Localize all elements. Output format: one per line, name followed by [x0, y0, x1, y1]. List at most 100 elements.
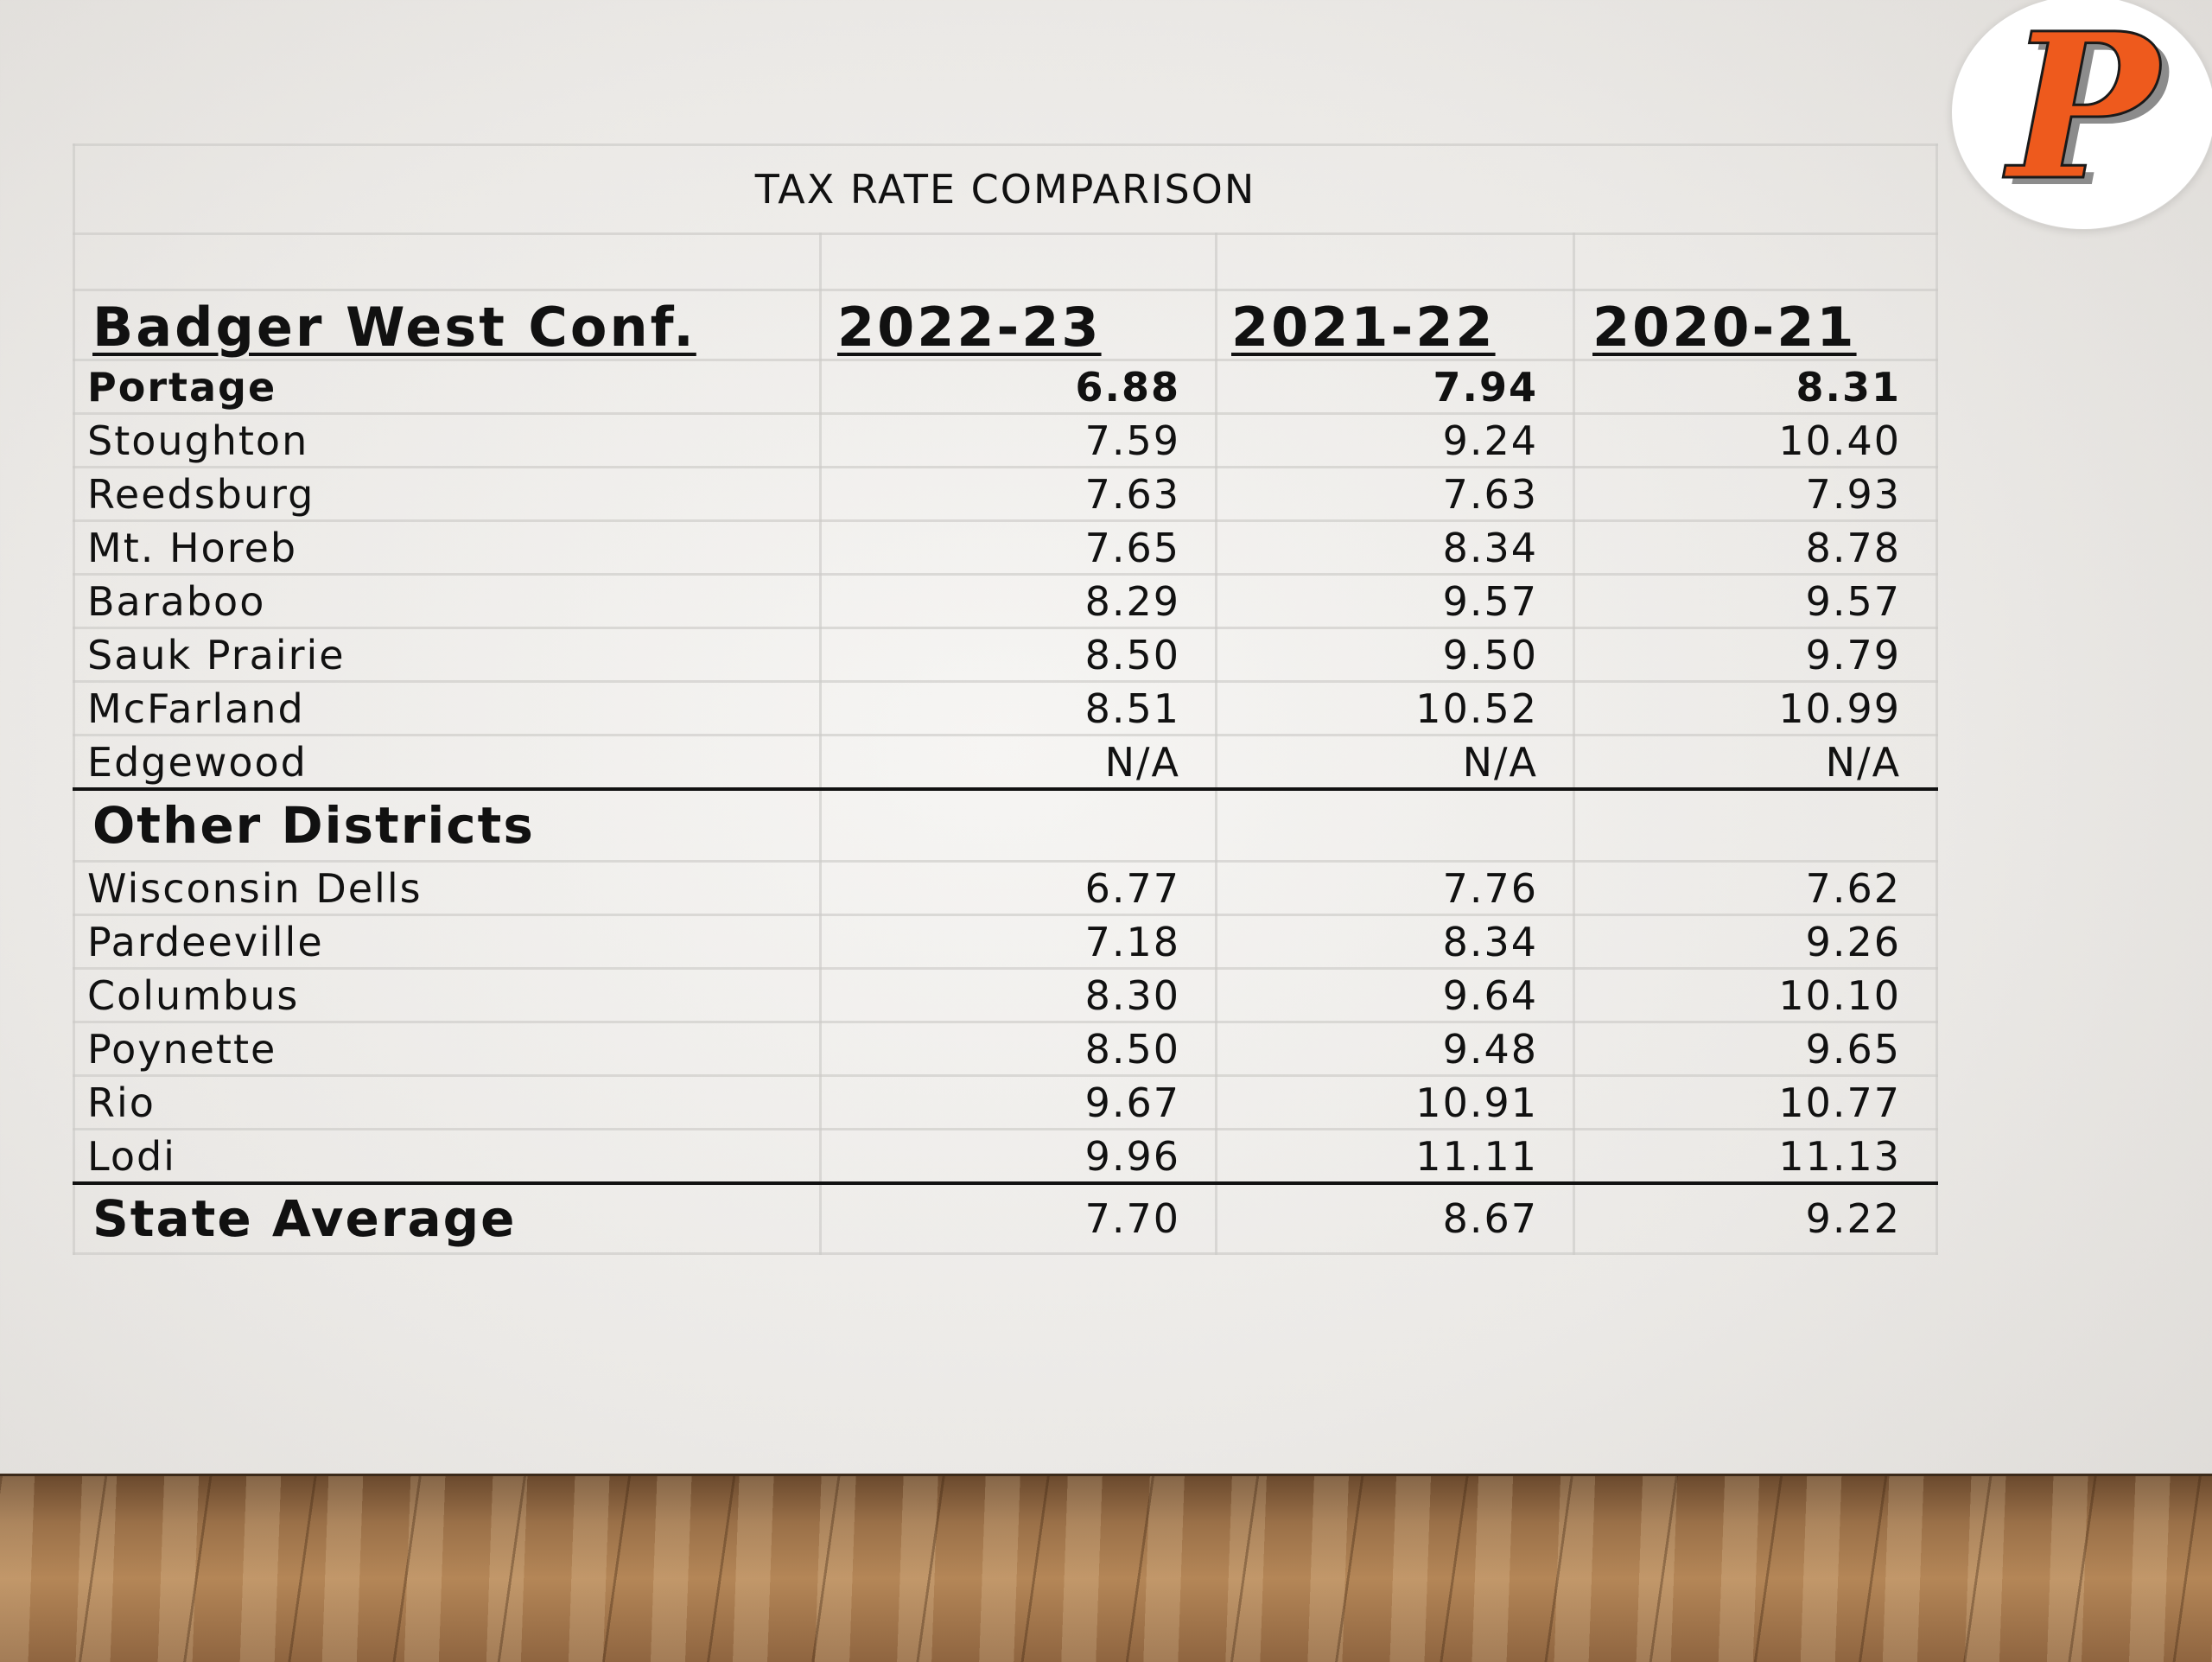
district-name: McFarland	[73, 680, 822, 736]
rate-2022-23: 7.65	[819, 519, 1217, 576]
header-year-2: 2021-22	[1215, 289, 1575, 361]
district-name: Sauk Prairie	[73, 627, 822, 683]
table-row: McFarland 8.51 10.52 10.99	[73, 680, 1939, 736]
rate-2021-22: 11.11	[1215, 1128, 1575, 1185]
table-row: Poynette 8.50 9.48 9.65	[73, 1021, 1939, 1077]
school-logo: P P	[1951, 0, 2212, 230]
district-name: Lodi	[73, 1128, 822, 1185]
rate-2022-23: 9.96	[819, 1128, 1217, 1185]
blank-cell	[1572, 787, 1939, 863]
rate-2022-23: 8.50	[819, 627, 1217, 683]
rate-2021-22: 7.63	[1215, 466, 1575, 522]
rate-2021-22: 9.24	[1215, 412, 1575, 468]
rate-2020-21: 8.78	[1572, 519, 1939, 576]
district-name: Poynette	[73, 1021, 822, 1077]
rate-2022-23: 8.30	[819, 967, 1217, 1023]
header-row: Badger West Conf. 2022-23 2021-22 2020-2…	[73, 289, 1939, 361]
table-row: Stoughton 7.59 9.24 10.40	[73, 412, 1939, 468]
p-logo-icon: P P	[2001, 0, 2172, 229]
table-row: Wisconsin Dells 6.77 7.76 7.62	[73, 860, 1939, 916]
rate-2021-22: 10.52	[1215, 680, 1575, 736]
table-row: Lodi 9.96 11.11 11.13	[73, 1128, 1939, 1185]
header-year-1: 2022-23	[819, 289, 1217, 361]
table-row: Edgewood N/A N/A N/A	[73, 734, 1939, 791]
blank-row	[73, 232, 1939, 291]
table-row: Columbus 8.30 9.64 10.10	[73, 967, 1939, 1023]
rate-2022-23: 8.29	[819, 573, 1217, 629]
table-row: Baraboo 8.29 9.57 9.57	[73, 573, 1939, 629]
tax-rate-table: TAX RATE COMPARISON Badger West Conf. 20…	[72, 143, 1939, 1255]
blank-cell	[819, 232, 1217, 291]
rate-2020-21: 8.31	[1572, 359, 1939, 415]
rate-2022-23: 6.88	[819, 359, 1217, 415]
blank-cell	[819, 787, 1217, 863]
logo-letter: P	[2003, 0, 2164, 225]
district-name: Portage	[73, 359, 822, 415]
district-name: Rio	[73, 1074, 822, 1130]
district-name: Edgewood	[73, 734, 822, 791]
table-row: Reedsburg 7.63 7.63 7.93	[73, 466, 1939, 522]
district-name: Reedsburg	[73, 466, 822, 522]
header-year-1-label: 2022-23	[837, 296, 1102, 359]
rate-2022-23: 8.51	[819, 680, 1217, 736]
rate-2020-21: 9.22	[1572, 1181, 1939, 1255]
table-row: Rio 9.67 10.91 10.77	[73, 1074, 1939, 1130]
rate-2020-21: 7.62	[1572, 860, 1939, 916]
district-name: Wisconsin Dells	[73, 860, 822, 916]
district-name: Stoughton	[73, 412, 822, 468]
blank-cell	[73, 232, 822, 291]
rate-2020-21: 10.40	[1572, 412, 1939, 468]
header-year-2-label: 2021-22	[1231, 296, 1496, 359]
district-name: Pardeeville	[73, 914, 822, 970]
table-row: Mt. Horeb 7.65 8.34 8.78	[73, 519, 1939, 576]
table-row: Sauk Prairie 8.50 9.50 9.79	[73, 627, 1939, 683]
rate-2021-22: N/A	[1215, 734, 1575, 791]
rate-2020-21: 9.79	[1572, 627, 1939, 683]
rate-2021-22: 9.50	[1215, 627, 1575, 683]
rate-2022-23: N/A	[819, 734, 1217, 791]
rate-2020-21: 7.93	[1572, 466, 1939, 522]
rate-2020-21: 9.57	[1572, 573, 1939, 629]
rate-2020-21: 10.99	[1572, 680, 1939, 736]
rate-2020-21: N/A	[1572, 734, 1939, 791]
table-row-state-average: State Average 7.70 8.67 9.22	[73, 1181, 1939, 1255]
blank-cell	[1215, 787, 1575, 863]
district-name: Baraboo	[73, 573, 822, 629]
district-name: Columbus	[73, 967, 822, 1023]
header-conference-label: Badger West Conf.	[92, 296, 696, 359]
rate-2022-23: 9.67	[819, 1074, 1217, 1130]
rate-2021-22: 8.67	[1215, 1181, 1575, 1255]
rate-2021-22: 9.64	[1215, 967, 1575, 1023]
table-row-portage: Portage 6.88 7.94 8.31	[73, 359, 1939, 415]
header-year-3-label: 2020-21	[1592, 296, 1857, 359]
rate-2021-22: 7.94	[1215, 359, 1575, 415]
rate-2022-23: 7.63	[819, 466, 1217, 522]
rate-2021-22: 7.76	[1215, 860, 1575, 916]
rate-2020-21: 10.77	[1572, 1074, 1939, 1130]
title-row: TAX RATE COMPARISON	[72, 143, 1939, 235]
rate-2021-22: 9.48	[1215, 1021, 1575, 1077]
rate-2021-22: 9.57	[1215, 573, 1575, 629]
rate-2022-23: 7.18	[819, 914, 1217, 970]
rate-2022-23: 6.77	[819, 860, 1217, 916]
blank-cell	[1572, 232, 1939, 291]
rate-2020-21: 9.26	[1572, 914, 1939, 970]
district-name: Mt. Horeb	[73, 519, 822, 576]
rate-2021-22: 8.34	[1215, 519, 1575, 576]
rate-2020-21: 11.13	[1572, 1128, 1939, 1185]
section-row-other-districts: Other Districts	[73, 787, 1939, 863]
page-title: TAX RATE COMPARISON	[72, 143, 1939, 235]
blank-cell	[1215, 232, 1575, 291]
wood-floor-background	[0, 1474, 2212, 1662]
rate-2020-21: 10.10	[1572, 967, 1939, 1023]
state-average-label: State Average	[73, 1181, 822, 1255]
rate-2022-23: 7.70	[819, 1181, 1217, 1255]
header-conference: Badger West Conf.	[73, 289, 822, 361]
rate-2021-22: 8.34	[1215, 914, 1575, 970]
rate-2021-22: 10.91	[1215, 1074, 1575, 1130]
section-heading: Other Districts	[73, 787, 822, 863]
rate-2020-21: 9.65	[1572, 1021, 1939, 1077]
header-year-3: 2020-21	[1572, 289, 1939, 361]
rate-2022-23: 8.50	[819, 1021, 1217, 1077]
